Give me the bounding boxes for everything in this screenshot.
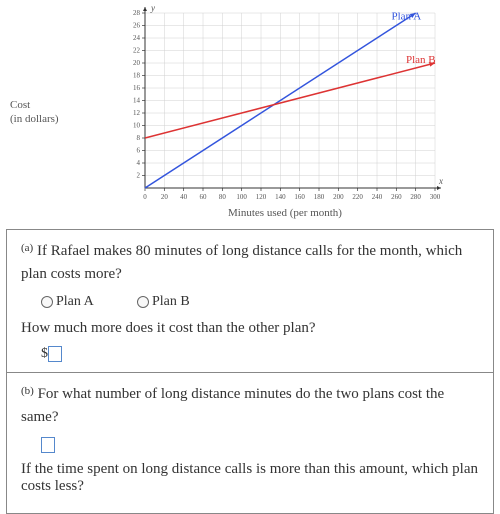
svg-text:120: 120	[256, 193, 267, 201]
svg-text:Plan B: Plan B	[406, 54, 436, 66]
svg-text:240: 240	[372, 193, 383, 201]
svg-text:16: 16	[133, 84, 141, 92]
cost-input[interactable]	[48, 346, 62, 362]
part-a-text: If Rafael makes 80 minutes of long dista…	[21, 243, 462, 282]
part-b-followup: If the time spent on long distance calls…	[21, 461, 479, 495]
svg-text:0: 0	[143, 193, 147, 201]
svg-text:140: 140	[275, 193, 286, 201]
svg-text:14: 14	[133, 97, 141, 105]
x-axis-label: Minutes used (per month)	[228, 207, 342, 219]
svg-text:12: 12	[133, 109, 141, 117]
svg-text:26: 26	[133, 22, 141, 30]
svg-text:160: 160	[294, 193, 305, 201]
part-a-label: (a)	[21, 242, 33, 254]
svg-text:260: 260	[391, 193, 402, 201]
line-chart: 0204060801001201401601802002202402602803…	[115, 5, 455, 205]
svg-text:60: 60	[200, 193, 208, 201]
part-a: (a) If Rafael makes 80 minutes of long d…	[7, 230, 493, 373]
part-b: (b) For what number of long distance min…	[7, 373, 493, 513]
svg-text:20: 20	[161, 193, 169, 201]
option-plan-b[interactable]: Plan B	[137, 294, 190, 310]
svg-text:28: 28	[133, 9, 141, 17]
svg-text:180: 180	[314, 193, 325, 201]
svg-text:80: 80	[219, 193, 227, 201]
svg-text:220: 220	[352, 193, 363, 201]
svg-text:22: 22	[133, 47, 141, 55]
svg-text:18: 18	[133, 72, 141, 80]
svg-text:300: 300	[430, 193, 441, 201]
svg-text:10: 10	[133, 122, 141, 130]
svg-text:6: 6	[137, 147, 141, 155]
minutes-input[interactable]	[41, 437, 55, 453]
svg-text:40: 40	[180, 193, 188, 201]
svg-text:x: x	[438, 176, 443, 186]
dollar-prefix: $	[41, 346, 48, 361]
part-b-text: For what number of long distance minutes…	[21, 386, 444, 425]
svg-text:Plan A: Plan A	[392, 10, 422, 22]
svg-text:2: 2	[137, 172, 141, 180]
svg-text:200: 200	[333, 193, 344, 201]
svg-text:280: 280	[410, 193, 421, 201]
part-b-label: (b)	[21, 385, 34, 397]
question-box: (a) If Rafael makes 80 minutes of long d…	[6, 229, 494, 514]
part-a-followup: How much more does it cost than the othe…	[21, 320, 479, 337]
svg-text:y: y	[150, 5, 155, 13]
svg-text:20: 20	[133, 59, 141, 67]
radio-icon	[137, 296, 149, 308]
svg-text:4: 4	[137, 159, 141, 167]
svg-text:100: 100	[236, 193, 247, 201]
option-plan-a[interactable]: Plan A	[41, 294, 94, 310]
svg-text:8: 8	[137, 134, 141, 142]
radio-icon	[41, 296, 53, 308]
svg-text:24: 24	[133, 34, 141, 42]
y-axis-label: Cost (in dollars)	[10, 98, 80, 127]
